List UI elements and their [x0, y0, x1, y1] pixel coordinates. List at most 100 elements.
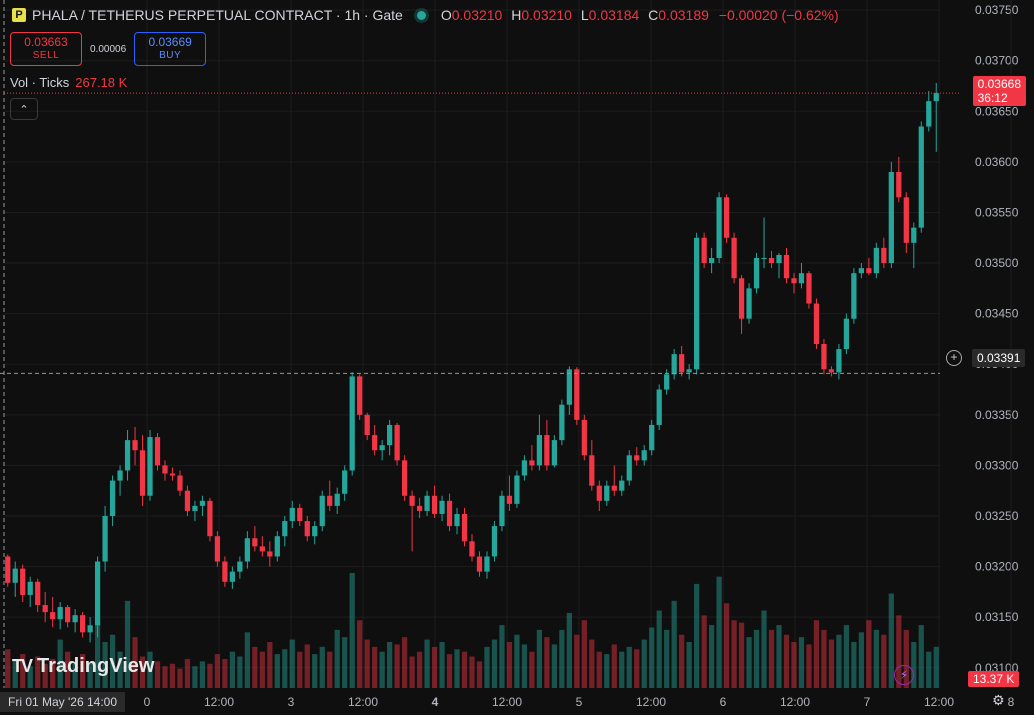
candle-body: [851, 273, 857, 319]
volume-bar: [124, 600, 131, 688]
volume-bar: [192, 666, 198, 688]
lightning-icon[interactable]: ⚡: [894, 665, 914, 685]
volume-bar: [289, 639, 295, 688]
tradingview-logo[interactable]: TV TradingView: [12, 655, 154, 678]
candle-body: [109, 480, 116, 516]
time-tick-label: 12:00: [492, 695, 522, 709]
volume-bar: [619, 651, 625, 688]
volume-bar: [50, 658, 56, 688]
volume-bar: [888, 593, 894, 688]
candle-body: [409, 495, 415, 506]
candle-body: [207, 500, 213, 537]
candle-body: [619, 480, 625, 491]
volume-bar: [813, 620, 820, 688]
volume-bar: [544, 637, 550, 688]
candle-body: [252, 538, 258, 547]
candle-body: [80, 615, 86, 633]
symbol-title[interactable]: PHALA / TETHERUS PERPETUAL CONTRACT · 1h…: [32, 7, 403, 23]
volume-bar: [222, 658, 228, 688]
time-tick-label: 7: [864, 695, 871, 709]
candle-body: [746, 288, 752, 319]
volume-bar: [806, 644, 812, 688]
volume-bar: [708, 625, 715, 688]
volume-bar: [664, 629, 670, 688]
volume-bar: [551, 644, 557, 688]
volume-bar: [117, 651, 123, 688]
volume-bar: [918, 625, 924, 688]
candle-body: [903, 197, 909, 243]
candle-body: [446, 500, 453, 527]
volume-bar: [858, 632, 864, 688]
candle-body: [50, 612, 56, 620]
volume-bar: [267, 642, 273, 688]
volume-bar: [446, 654, 453, 688]
volume-legend[interactable]: Vol · Ticks 267.18 K: [10, 75, 127, 90]
collapse-legend-button[interactable]: ⌃: [10, 98, 38, 120]
candle-body: [469, 541, 475, 557]
volume-bar: [469, 656, 475, 688]
bar-countdown: 36:12: [977, 91, 1008, 105]
candle-body: [731, 237, 737, 279]
volume-bar: [776, 625, 782, 688]
volume-bar: [57, 639, 63, 688]
candle-body: [147, 437, 153, 496]
candle-body: [499, 495, 505, 527]
candle-body: [686, 369, 692, 373]
candle-body: [514, 475, 520, 504]
volume-bar: [87, 663, 93, 688]
buy-button[interactable]: 0.03669 BUY: [134, 32, 207, 66]
volume-bar: [746, 637, 752, 688]
sell-button[interactable]: 0.03663 SELL: [10, 32, 82, 66]
add-alert-plus-icon[interactable]: +: [946, 350, 962, 366]
volume-bar: [304, 644, 310, 688]
volume-bar: [626, 646, 632, 688]
volume-bar: [836, 634, 842, 688]
volume-bar: [12, 661, 18, 688]
sell-price: 0.03663: [24, 35, 68, 49]
candle-body: [566, 369, 572, 405]
candle-body: [821, 344, 827, 370]
time-tick-label: 12:00: [780, 695, 810, 709]
candle-body: [431, 495, 438, 514]
volume-bar: [5, 649, 11, 688]
volume-bar: [379, 651, 385, 688]
volume-bar: [109, 634, 116, 688]
volume-bar: [169, 663, 176, 688]
price-tick-label: 0.03550: [975, 205, 1019, 219]
volume-bar: [431, 646, 438, 688]
candle-body: [589, 455, 595, 486]
market-status-icon: [416, 10, 426, 20]
volume-bar: [634, 649, 640, 688]
volume-bar: [499, 625, 505, 688]
candle-body: [626, 455, 632, 481]
volume-bar: [828, 639, 835, 688]
volume-bar: [581, 620, 587, 688]
candle-body: [574, 369, 580, 420]
sell-label: SELL: [32, 50, 60, 61]
candle-body: [933, 93, 939, 102]
volume-bar: [199, 661, 206, 688]
volume-bar: [297, 651, 303, 688]
candle-body: [536, 435, 543, 466]
candle-body: [289, 507, 295, 522]
candle-body: [701, 237, 707, 264]
candle-body: [259, 546, 265, 552]
candle-body: [828, 369, 835, 373]
candle-body: [364, 414, 370, 436]
candle-body: [679, 354, 685, 373]
candle-body: [312, 526, 318, 537]
volume-bar: [139, 656, 146, 688]
settings-gear-icon[interactable]: ⚙: [992, 692, 1005, 708]
exchange-logo-icon: P: [12, 8, 26, 22]
volume-bar: [911, 642, 917, 688]
candle-body: [214, 536, 221, 562]
volume-bar: [342, 637, 348, 688]
spread-value: 0.00006: [90, 43, 127, 55]
time-tick-label: 12:00: [348, 695, 378, 709]
volume-bar: [559, 629, 565, 688]
volume-bar: [926, 651, 932, 688]
current-price-tag: 0.03668 36:12: [972, 76, 1026, 106]
volume-bar: [933, 646, 939, 688]
